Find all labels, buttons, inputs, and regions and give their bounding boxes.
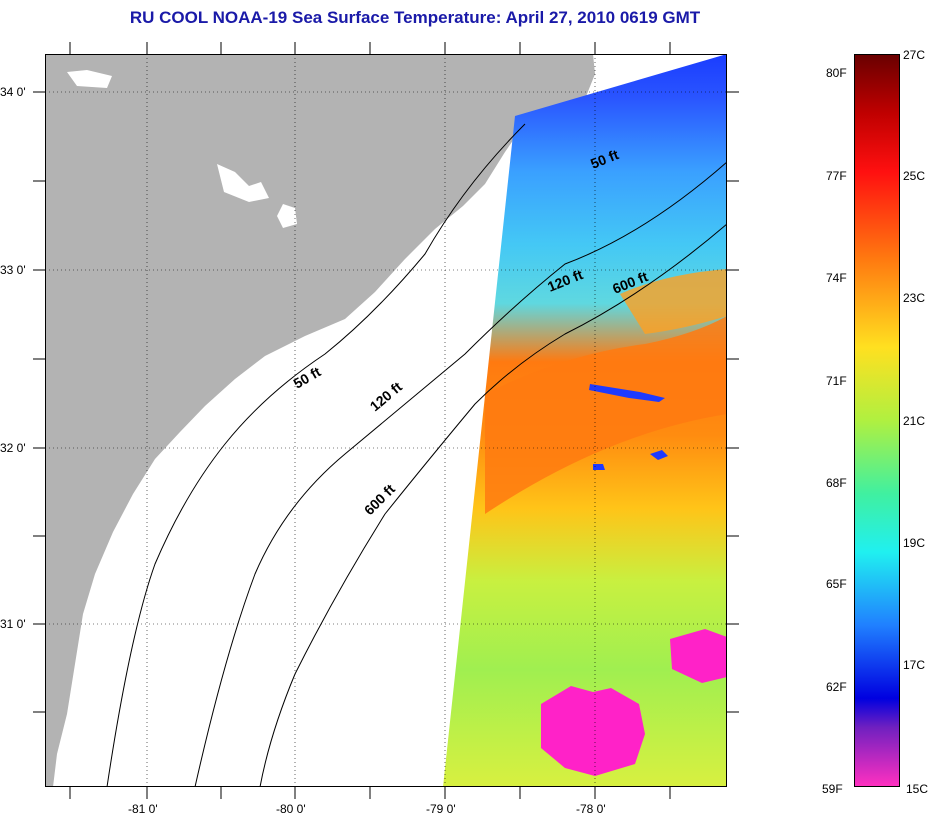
cbar-f-68: 68F [826,476,847,490]
cbar-f-77: 77F [826,169,847,183]
lat-label-31: 31 0' [0,617,26,631]
map-title: RU COOL NOAA-19 Sea Surface Temperature:… [129,8,701,27]
lon-label-79: -79 0' [426,802,456,816]
isobath-50ft [106,123,526,787]
temperature-colorbar [854,54,900,787]
cbar-c-15: 15C [906,782,929,796]
cbar-f-71: 71F [826,374,847,388]
cbar-c-27: 27C [903,48,926,62]
cbar-c-19: 19C [903,536,926,550]
cbar-f-59: 59F [822,782,843,796]
land-lakes [67,70,297,228]
lon-label-81: -81 0' [128,802,158,816]
sst-map: 50 ft 120 ft 600 ft 50 ft 120 ft 600 ft [45,54,727,787]
lat-label-32: 32 0' [0,441,26,455]
lat-label-34: 34 0' [0,85,26,99]
cloud-patch [541,629,727,776]
cbar-f-62: 62F [826,680,847,694]
cbar-f-80: 80F [826,66,847,80]
isobath-120ft [194,161,727,787]
lon-label-80: -80 0' [276,802,306,816]
map-graticule [45,54,727,787]
cbar-c-21: 21C [903,414,926,428]
lon-label-78: -78 0' [576,802,606,816]
gulf-stream-band [485,316,727,514]
land-mass [45,54,595,787]
cbar-c-23: 23C [903,291,926,305]
cbar-f-74: 74F [826,271,847,285]
cbar-c-17: 17C [903,658,926,672]
lat-label-33: 33 0' [0,263,26,277]
cbar-f-65: 65F [826,577,847,591]
map-frame [45,54,727,787]
cbar-c-25: 25C [903,169,926,183]
